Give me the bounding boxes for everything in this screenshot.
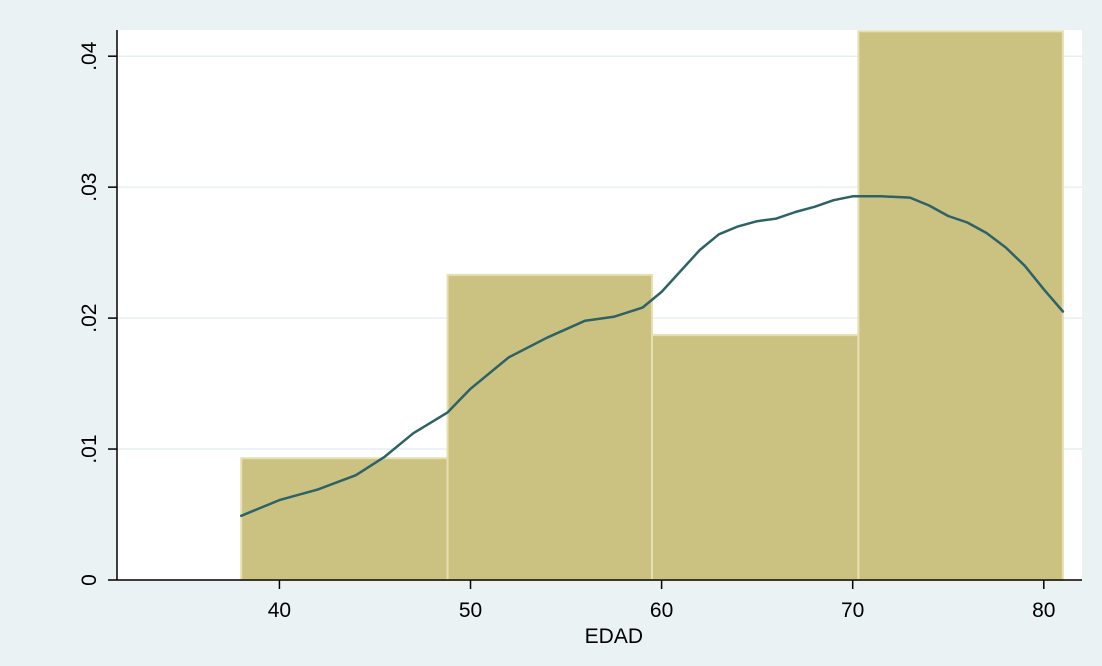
x-tick-label: 50 xyxy=(459,599,482,622)
density-curve xyxy=(239,195,1065,518)
y-tick-label: .01 xyxy=(78,434,101,463)
histogram-bar xyxy=(857,30,1064,582)
histogram-bar xyxy=(446,273,654,581)
y-tick-label: .04 xyxy=(78,41,101,71)
x-tick-label: 40 xyxy=(268,599,291,622)
y-tick-label: .02 xyxy=(78,303,101,332)
y-tick-label: 0 xyxy=(78,574,101,586)
histogram-bar xyxy=(240,457,449,582)
density-curve-group xyxy=(239,195,1065,518)
x-tick-label: 60 xyxy=(650,599,673,622)
y-tick-label: .03 xyxy=(78,173,101,202)
x-tick-label: 80 xyxy=(1032,599,1055,622)
x-tick-label: 70 xyxy=(841,599,864,622)
x-axis-label: EDAD xyxy=(585,625,643,648)
axes: 0 .01 .02 .03 .04 40 50 60 70 80 xyxy=(78,30,1082,622)
histogram-bar xyxy=(651,334,860,581)
